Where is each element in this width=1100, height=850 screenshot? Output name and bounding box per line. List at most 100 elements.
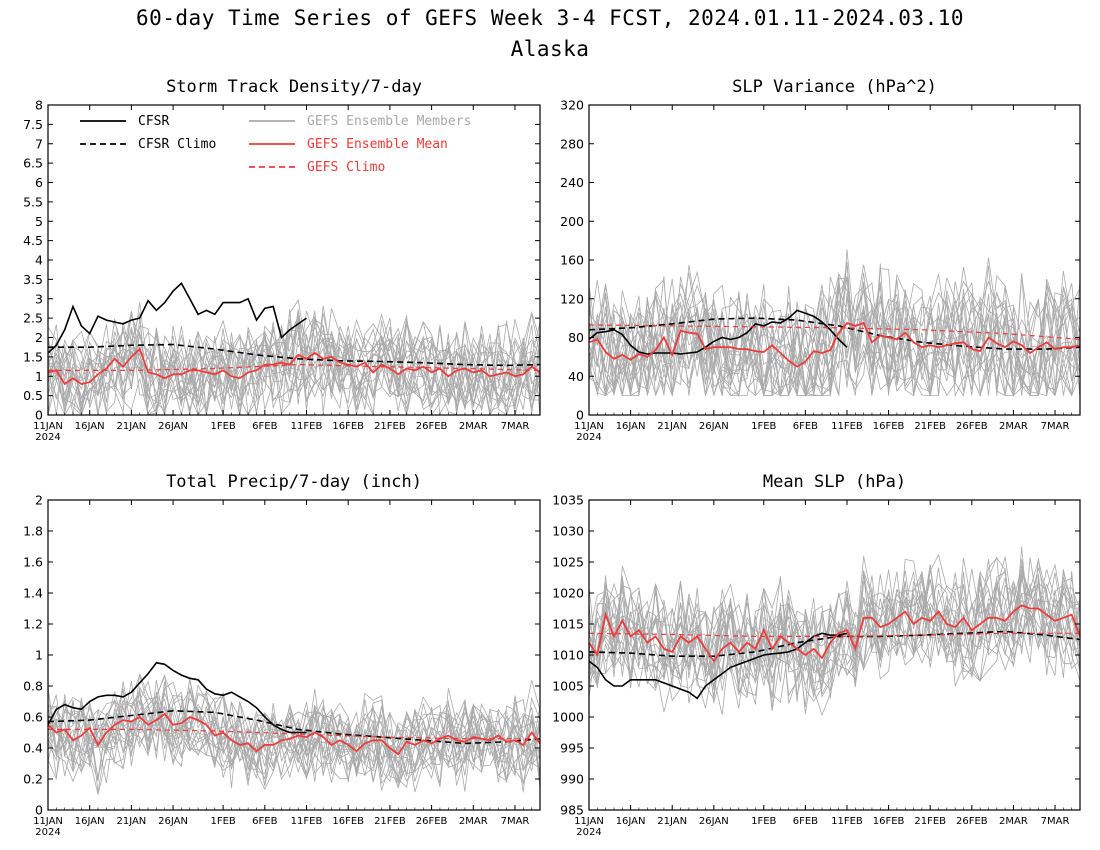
slp-ytick-label: 1030: [552, 524, 584, 539]
slpvar-ytick-label: 240: [560, 175, 584, 190]
slp-xtick-label: 16FEB: [873, 816, 905, 827]
storm-ytick-label: 0.5: [23, 388, 43, 403]
slp-xtick-label: 6FEB: [793, 816, 818, 827]
slp-xtick-label: 21JAN: [657, 816, 687, 827]
slp-ytick-label: 1010: [552, 648, 584, 663]
slpvar-xtick-label: 21FEB: [914, 421, 946, 432]
slpvar-ytick-label: 280: [560, 136, 584, 151]
precip-series-gefs-ensemble-mean: [47, 712, 541, 756]
precip-member-line: [47, 688, 541, 793]
precip-xtick-label: 6FEB: [252, 816, 277, 827]
storm-series-cfsr: [47, 282, 307, 354]
slpvar-xtick-label: 6FEB: [793, 421, 818, 432]
slpvar-series-cfsr-climo: [588, 317, 1081, 350]
storm-ytick-label: 3.5: [23, 272, 43, 287]
slpvar-xtick-label: 1FEB: [751, 421, 776, 432]
storm-ytick-label: 0: [35, 408, 43, 423]
precip-member-line: [47, 673, 541, 795]
storm-member-line: [47, 317, 541, 416]
slp-member-line: [588, 556, 1081, 676]
slpvar-ytick-label: 120: [560, 291, 584, 306]
storm-member-line: [47, 302, 541, 416]
slp-xtick-label: 1FEB: [751, 816, 776, 827]
storm-xtick-label: 21JAN: [116, 421, 146, 432]
slp-xtick-label: 26JAN: [699, 816, 729, 827]
figure-title: 60-day Time Series of GEFS Week 3-4 FCST…: [135, 6, 964, 30]
precip-xtick-label: 1FEB: [210, 816, 235, 827]
precip-series-cfsr-climo: [47, 709, 541, 745]
slpvar-ytick-label: 40: [568, 369, 584, 384]
slpvar-xtick-label: 7MAR: [1041, 421, 1070, 432]
storm-xtick-label: 26JAN: [158, 421, 188, 432]
slp-ytick-label: 1005: [552, 679, 584, 694]
slp-ytick-label: 1025: [552, 555, 584, 570]
storm-xtick-label: 7MAR: [501, 421, 530, 432]
storm-ytick-label: 3: [35, 291, 43, 306]
slpvar-xtick-label: 2MAR: [999, 421, 1028, 432]
slp-series-cfsr-climo: [588, 630, 1081, 658]
slpvar-xtick-label: 11JAN: [574, 421, 604, 432]
legend-label-cfsr: CFSR: [138, 114, 169, 129]
storm-xtick-label: 11FEB: [291, 421, 323, 432]
slpvar-series-gefs-ensemble-mean: [588, 321, 1081, 368]
storm-ytick-label: 7: [35, 136, 43, 151]
slp-xtick-label: 26FEB: [956, 816, 988, 827]
slp-member-line: [588, 570, 1081, 717]
storm-panel: Storm Track Density/7-day 0 0.5 1 1.5 2 2.5 3 3.…: [23, 77, 541, 443]
storm-series-gefs-ensemble-mean: [47, 347, 541, 386]
slp-ytick-label: 1020: [552, 586, 584, 601]
slp-member-line: [588, 564, 1081, 713]
slp-member-line: [588, 571, 1081, 702]
slpvar-xtick-year: 2024: [576, 432, 601, 443]
slp-xtick-label: 2MAR: [999, 816, 1028, 827]
slp-title: Mean SLP (hPa): [763, 472, 906, 492]
storm-ytick-label: 4: [35, 253, 43, 268]
precip-ytick-label: 0.8: [23, 679, 43, 694]
slp-member-line: [588, 546, 1081, 696]
storm-ensemble-members: [47, 299, 541, 417]
storm-series-cfsr-climo: [48, 343, 541, 367]
slp-series-gefs-ensemble-mean: [588, 604, 1081, 663]
precip-ytick-label: 0: [35, 803, 43, 818]
slpvar-xtick-label: 11FEB: [831, 421, 863, 432]
storm-xtick-label: 2MAR: [459, 421, 488, 432]
precip-ytick-label: 1.2: [23, 617, 43, 632]
precip-xtick-label: 11JAN: [33, 816, 63, 827]
storm-ytick-label: 6.5: [23, 156, 43, 171]
slp-series-cfsr: [588, 632, 848, 700]
slp-ytick-label: 1035: [552, 493, 584, 508]
precip-ytick-label: 1.4: [23, 586, 43, 601]
storm-member-line: [47, 310, 541, 416]
slp-series-gefs-climo: [588, 632, 1080, 638]
storm-ytick-label: 1: [35, 369, 43, 384]
legend-label-members: GEFS Ensemble Members: [307, 114, 471, 129]
storm-ytick-label: 5: [35, 214, 43, 229]
precip-xtick-label: 26JAN: [158, 816, 188, 827]
slpvar-ytick-label: 80: [568, 330, 584, 345]
figure-subtitle: Alaska: [510, 37, 590, 61]
storm-ytick-label: 4.5: [23, 233, 43, 248]
slpvar-member-line: [588, 270, 1081, 397]
slp-xtick-label: 11JAN: [574, 816, 604, 827]
slpvar-member-line: [588, 275, 1081, 397]
storm-ytick-label: 6: [35, 175, 43, 190]
precip-ytick-label: 1.6: [23, 555, 43, 570]
slp-ytick-label: 985: [560, 803, 584, 818]
legend-label-cfsr-climo: CFSR Climo: [138, 137, 216, 152]
slp-xtick-label: 7MAR: [1041, 816, 1070, 827]
precip-member-line: [47, 688, 541, 784]
slpvar-title: SLP Variance (hPa^2): [732, 77, 937, 97]
slp-ytick-label: 1000: [552, 710, 584, 725]
slp-member-line: [588, 574, 1081, 691]
slpvar-member-line: [588, 261, 1081, 398]
slp-xtick-label: 11FEB: [831, 816, 863, 827]
slp-ytick-label: 995: [560, 741, 584, 756]
precip-xtick-label: 21FEB: [374, 816, 406, 827]
precip-title: Total Precip/7-day (inch): [166, 472, 422, 492]
precip-series-cfsr: [47, 661, 307, 734]
legend-label-gefs-climo: GEFS Climo: [307, 160, 385, 175]
slpvar-member-line: [588, 288, 1081, 397]
precip-ytick-label: 0.2: [23, 772, 43, 787]
storm-xtick-label: 16FEB: [332, 421, 364, 432]
